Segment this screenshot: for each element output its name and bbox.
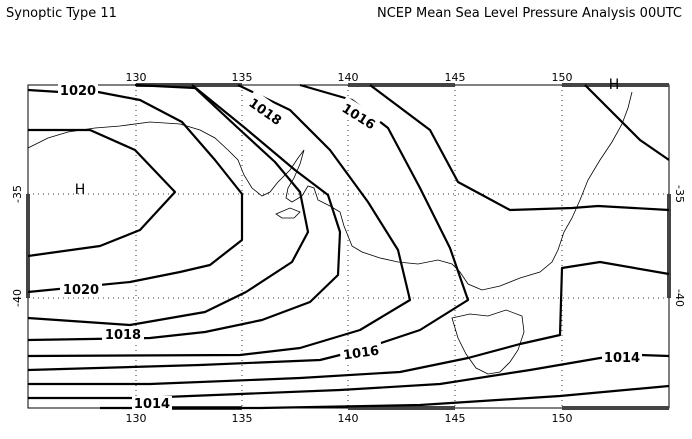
isobar-1020: [27, 88, 244, 294]
lon-tick-label: 150: [552, 71, 573, 84]
lon-tick-label: 140: [338, 412, 359, 425]
lon-ticks-bottom: 130 135 140 145 150: [126, 412, 573, 425]
isobar-low-a: [100, 384, 670, 410]
contour-label: 1016: [342, 344, 380, 364]
lat-tick-label: -40: [11, 289, 24, 307]
lat-ticks-right: -35 -40: [673, 185, 686, 307]
lon-tick-label: 135: [232, 412, 253, 425]
high-pressure-marker: H: [75, 182, 86, 198]
isobar-outer-c: [28, 260, 670, 386]
contour-label: 1020: [60, 84, 96, 99]
lon-tick-label: 140: [338, 71, 359, 84]
lat-tick-label: -35: [11, 185, 24, 203]
lat-ticks-left: -35 -40: [11, 185, 24, 307]
isobar-east: [584, 84, 670, 161]
lon-tick-label: 145: [445, 412, 466, 425]
isobar-1016-a: [27, 84, 342, 342]
isobar-1018-a: [27, 83, 310, 327]
isobar-1016-b: [27, 84, 412, 358]
coastline: [27, 91, 633, 375]
lat-tick-label: -40: [673, 289, 686, 307]
graticule: [28, 85, 669, 408]
lon-tick-label: 150: [552, 412, 573, 425]
isobar-outer-b: [369, 84, 670, 212]
lon-tick-label: 135: [232, 71, 253, 84]
contour-label: 1014: [134, 397, 170, 412]
high-pressure-marker: H: [609, 77, 620, 93]
contour-label: 1020: [63, 283, 99, 298]
map-subtitle: NCEP Mean Sea Level Pressure Analysis 00…: [377, 6, 682, 21]
lon-ticks-top: 130 135 140 145 150: [126, 71, 573, 84]
lon-tick-label: 130: [126, 412, 147, 425]
lon-tick-label: 145: [445, 71, 466, 84]
contour-label: 1014: [604, 351, 640, 366]
lat-tick-label: -35: [673, 185, 686, 203]
contour-label: 1018: [105, 328, 141, 343]
isobar-inner-high: [27, 128, 177, 258]
lon-tick-label: 130: [126, 71, 147, 84]
map-title: Synoptic Type 11: [6, 6, 117, 21]
contour-labels: 1020 1018 1016 1020 1018 1016 1014 1014: [58, 84, 642, 412]
